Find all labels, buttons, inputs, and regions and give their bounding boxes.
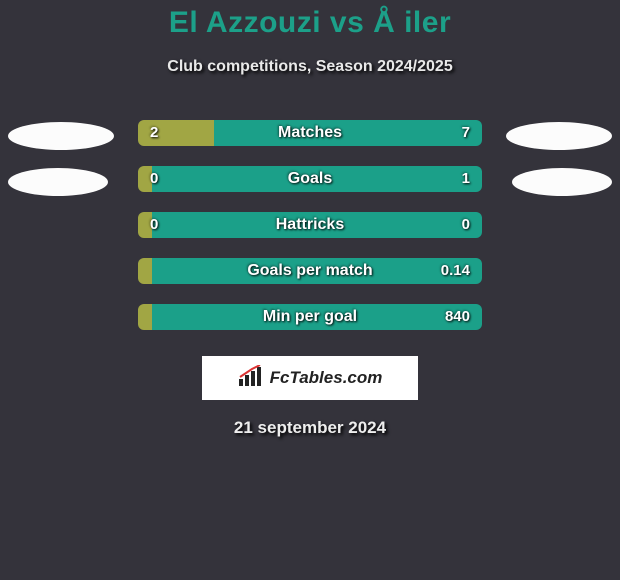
stat-bar bbox=[138, 166, 482, 192]
source-logo-text: FcTables.com bbox=[270, 368, 383, 388]
left-ellipse bbox=[8, 168, 108, 196]
right-ellipse bbox=[506, 122, 612, 150]
stat-bar-right-segment bbox=[152, 212, 482, 238]
stat-row: 2Matches7 bbox=[0, 116, 620, 162]
stat-row: Goals per match0.14 bbox=[0, 254, 620, 300]
stat-bar-right-segment bbox=[214, 120, 482, 146]
comparison-infographic: El Azzouzi vs Å iler Club competitions, … bbox=[0, 0, 620, 438]
page-title: El Azzouzi vs Å iler bbox=[0, 6, 620, 40]
stat-bar bbox=[138, 120, 482, 146]
date-text: 21 september 2024 bbox=[0, 418, 620, 438]
stat-bar-right-segment bbox=[152, 166, 482, 192]
stat-bar-right-segment bbox=[152, 258, 482, 284]
stat-bar-left-segment bbox=[138, 212, 152, 238]
stat-bar bbox=[138, 212, 482, 238]
stat-row: 0Hattricks0 bbox=[0, 208, 620, 254]
stat-row: 0Goals1 bbox=[0, 162, 620, 208]
stat-bar-right-segment bbox=[152, 304, 482, 330]
stat-rows: 2Matches70Goals10Hattricks0Goals per mat… bbox=[0, 116, 620, 346]
source-logo-box: FcTables.com bbox=[202, 356, 418, 400]
stat-bar-left-segment bbox=[138, 304, 152, 330]
left-ellipse bbox=[8, 122, 114, 150]
stat-row: Min per goal840 bbox=[0, 300, 620, 346]
right-ellipse bbox=[512, 168, 612, 196]
subtitle: Club competitions, Season 2024/2025 bbox=[0, 58, 620, 76]
stat-bar-left-segment bbox=[138, 166, 152, 192]
stat-bar-left-segment bbox=[138, 258, 152, 284]
stat-bar bbox=[138, 258, 482, 284]
chart-icon bbox=[238, 365, 264, 392]
stat-bar-left-segment bbox=[138, 120, 214, 146]
stat-bar bbox=[138, 304, 482, 330]
source-logo: FcTables.com bbox=[238, 365, 383, 392]
